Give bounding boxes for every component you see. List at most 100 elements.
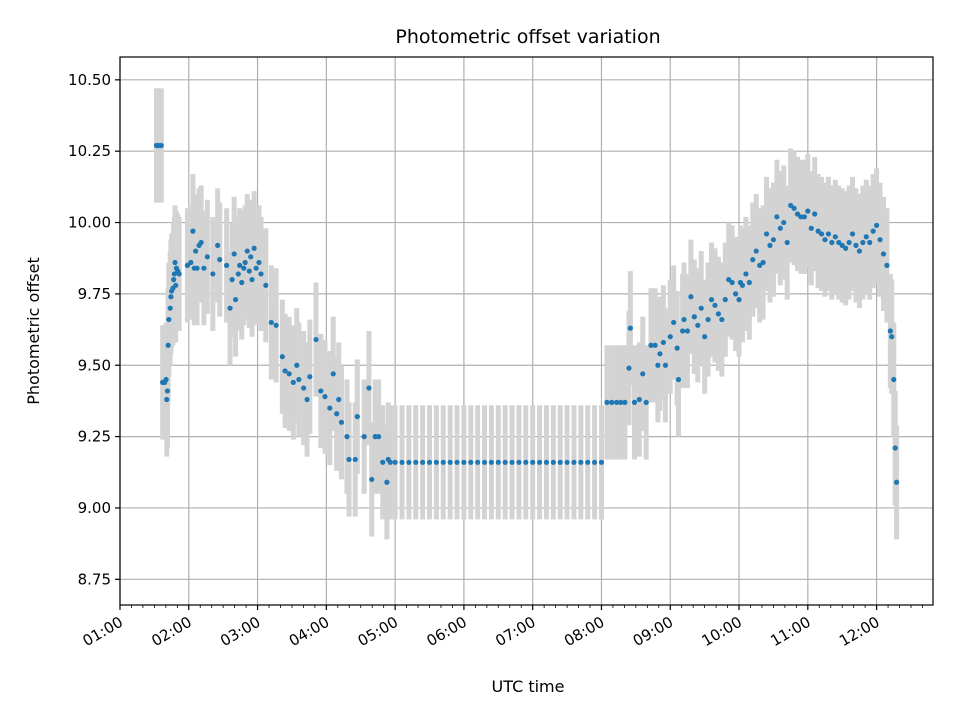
data-point [891,376,897,383]
data-point [839,242,845,248]
data-point [822,237,828,243]
data-point [354,414,360,420]
data-point [781,219,787,226]
data-point [241,265,247,271]
data-point [426,459,433,465]
data-point [652,342,658,348]
data-point [564,459,570,465]
data-point [770,237,777,243]
data-point [739,282,746,288]
data-point [279,354,285,360]
data-points [153,142,900,485]
data-point [168,294,174,300]
data-point [336,396,342,403]
data-point [614,399,620,405]
data-point [794,211,801,217]
data-point [873,222,880,228]
y-tick-label: 9.00 [78,499,111,517]
data-point [753,248,759,254]
data-point [767,242,773,248]
y-tick-label: 10.50 [68,71,111,89]
data-point [475,459,481,465]
data-point [433,459,439,465]
y-tick-label: 9.50 [78,356,111,374]
data-point [812,211,818,217]
y-tick-label: 8.75 [78,570,111,588]
data-point [719,316,725,323]
data-point [235,271,241,277]
y-tick-label: 10.00 [68,214,111,232]
data-point [598,459,605,465]
data-point [618,399,624,405]
data-point [843,245,849,251]
data-point [675,376,682,383]
data-point [327,405,333,411]
data-point [757,262,763,268]
data-point [344,434,350,440]
data-point [722,297,728,303]
data-point [726,277,732,283]
data-point [631,399,638,405]
data-point [578,459,584,465]
data-point [684,328,691,334]
data-point [322,394,328,400]
data-point [836,239,842,246]
chart-title: Photometric offset variation [395,26,660,48]
data-point [736,297,742,303]
data-point [164,388,171,394]
y-axis-label: Photometric offset [24,257,43,405]
data-point [763,231,770,237]
data-point [889,334,895,340]
data-point [509,459,515,465]
data-point [229,277,235,283]
data-point [237,262,243,268]
data-point [244,248,250,254]
data-point [231,251,237,257]
data-point [171,277,177,283]
data-point [384,479,390,485]
data-point [530,459,536,465]
data-point [846,239,852,246]
data-point [671,319,677,326]
data-point [253,265,259,271]
data-point [338,419,345,425]
data-point [301,385,307,391]
data-point [743,271,749,277]
data-point [286,371,292,377]
data-point [163,376,169,383]
data-point [242,259,248,266]
data-point [215,242,221,248]
data-point [488,459,495,465]
data-point [158,142,164,149]
data-point [784,239,790,246]
data-point [667,334,673,340]
data-point [318,388,324,394]
data-point [334,411,340,417]
data-point [249,277,255,283]
data-point [167,305,173,311]
data-point [648,342,654,348]
data-point [660,339,666,346]
y-tick-label: 9.25 [78,428,111,446]
data-point [832,234,838,240]
data-point [777,225,783,231]
data-point [165,342,171,348]
data-point [877,237,883,243]
data-point [746,279,752,286]
data-point [681,316,687,323]
data-point [290,379,296,385]
data-point [609,399,615,405]
data-point [188,259,194,266]
data-point [643,399,649,405]
data-point [708,297,715,303]
data-point [256,259,262,266]
data-point [495,459,501,465]
data-point [263,282,269,288]
data-point [884,262,890,268]
data-point [406,459,412,465]
data-point [698,305,704,311]
data-point [190,228,196,234]
data-point [774,214,780,220]
